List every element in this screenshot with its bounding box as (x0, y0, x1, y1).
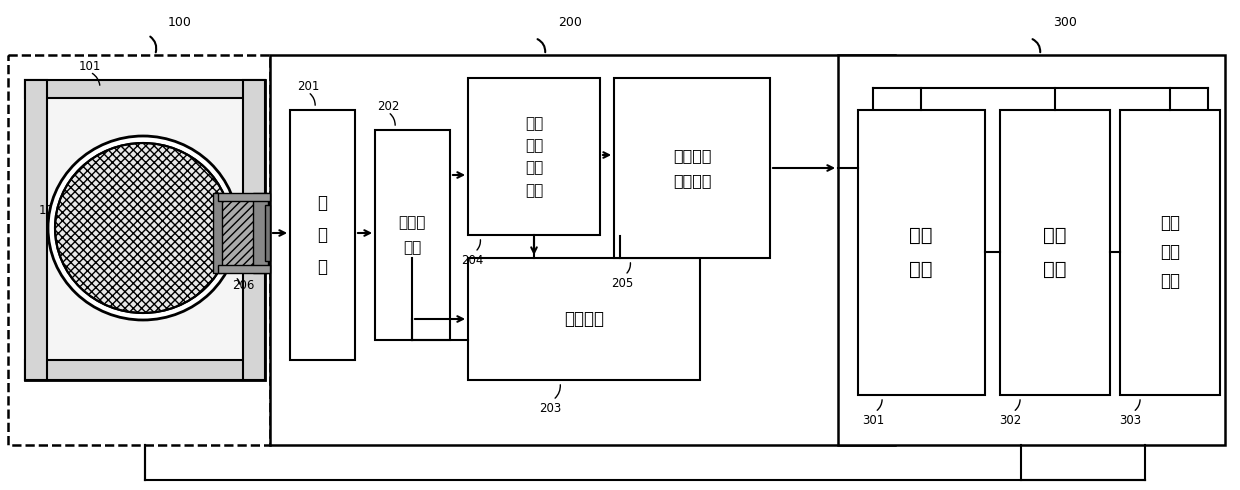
Text: 驱动
模块: 驱动 模块 (1043, 225, 1066, 278)
Text: 解谱模块: 解谱模块 (564, 310, 604, 328)
Bar (1120, 110, 1220, 395)
Bar (218, 265, 270, 273)
Bar (290, 110, 355, 360)
Text: 202: 202 (377, 99, 399, 113)
Text: 无源
效率
刻度
模块: 无源 效率 刻度 模块 (525, 116, 543, 198)
Text: 300: 300 (1053, 16, 1076, 28)
Bar (858, 110, 985, 395)
Bar (467, 258, 701, 380)
Text: 201: 201 (296, 79, 319, 93)
Text: 302: 302 (999, 414, 1021, 426)
Text: 104: 104 (149, 164, 171, 176)
Text: 206: 206 (232, 278, 254, 292)
Text: 203: 203 (539, 401, 562, 415)
Text: 探
测
器: 探 测 器 (317, 194, 327, 276)
Bar (614, 78, 770, 258)
Text: 303: 303 (1118, 414, 1141, 426)
Text: 301: 301 (862, 414, 884, 426)
Bar (467, 78, 600, 235)
Text: 数字化
谱仪: 数字化 谱仪 (398, 215, 425, 255)
Ellipse shape (55, 143, 231, 313)
Bar (999, 110, 1110, 395)
Bar (253, 193, 268, 273)
Text: 核素活度
计算模块: 核素活度 计算模块 (673, 148, 712, 188)
Text: 204: 204 (461, 253, 484, 267)
Text: 处理
模块: 处理 模块 (909, 225, 932, 278)
Bar (213, 193, 222, 273)
Text: 路径
规划
模块: 路径 规划 模块 (1159, 214, 1180, 290)
Bar (374, 130, 450, 340)
Text: 102: 102 (38, 203, 61, 217)
Text: 205: 205 (611, 276, 634, 290)
Ellipse shape (48, 136, 238, 320)
Bar (243, 80, 265, 380)
Bar (25, 360, 265, 380)
Bar (838, 55, 1225, 445)
Bar (270, 55, 895, 445)
Text: 100: 100 (167, 16, 192, 28)
Text: 101: 101 (79, 59, 102, 73)
Text: 200: 200 (558, 16, 582, 28)
Bar (218, 193, 270, 201)
Bar (25, 80, 265, 98)
Bar (25, 80, 47, 380)
Bar (7, 55, 270, 445)
Bar (265, 205, 270, 261)
Bar (25, 80, 265, 380)
Bar (218, 197, 270, 269)
